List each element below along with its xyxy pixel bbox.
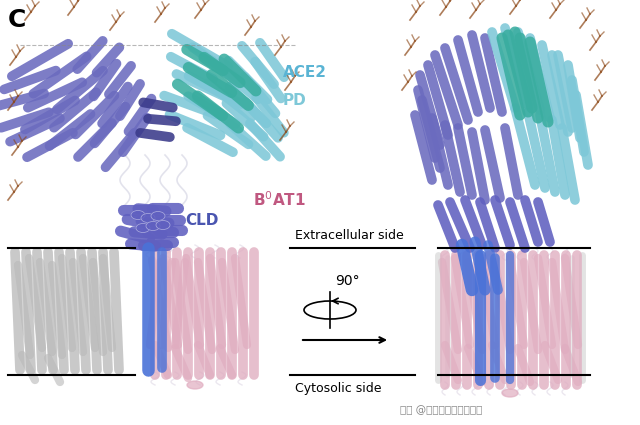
Ellipse shape xyxy=(136,224,150,232)
Text: B$^0$AT1: B$^0$AT1 xyxy=(253,191,306,210)
Ellipse shape xyxy=(502,389,518,397)
Text: PD: PD xyxy=(283,93,307,108)
Ellipse shape xyxy=(187,381,203,389)
Text: Extracellular side: Extracellular side xyxy=(295,229,404,242)
Ellipse shape xyxy=(156,221,170,230)
Text: ACE2: ACE2 xyxy=(283,65,327,79)
Ellipse shape xyxy=(151,212,165,221)
Text: C: C xyxy=(8,8,26,32)
Text: 90°: 90° xyxy=(335,274,360,288)
Ellipse shape xyxy=(141,213,155,223)
Text: CLD: CLD xyxy=(185,212,218,227)
Ellipse shape xyxy=(131,210,145,219)
Text: Cytosolic side: Cytosolic side xyxy=(295,382,381,395)
Text: 头条 @优美生态环境保卫者: 头条 @优美生态环境保卫者 xyxy=(400,405,483,415)
Ellipse shape xyxy=(146,221,160,230)
